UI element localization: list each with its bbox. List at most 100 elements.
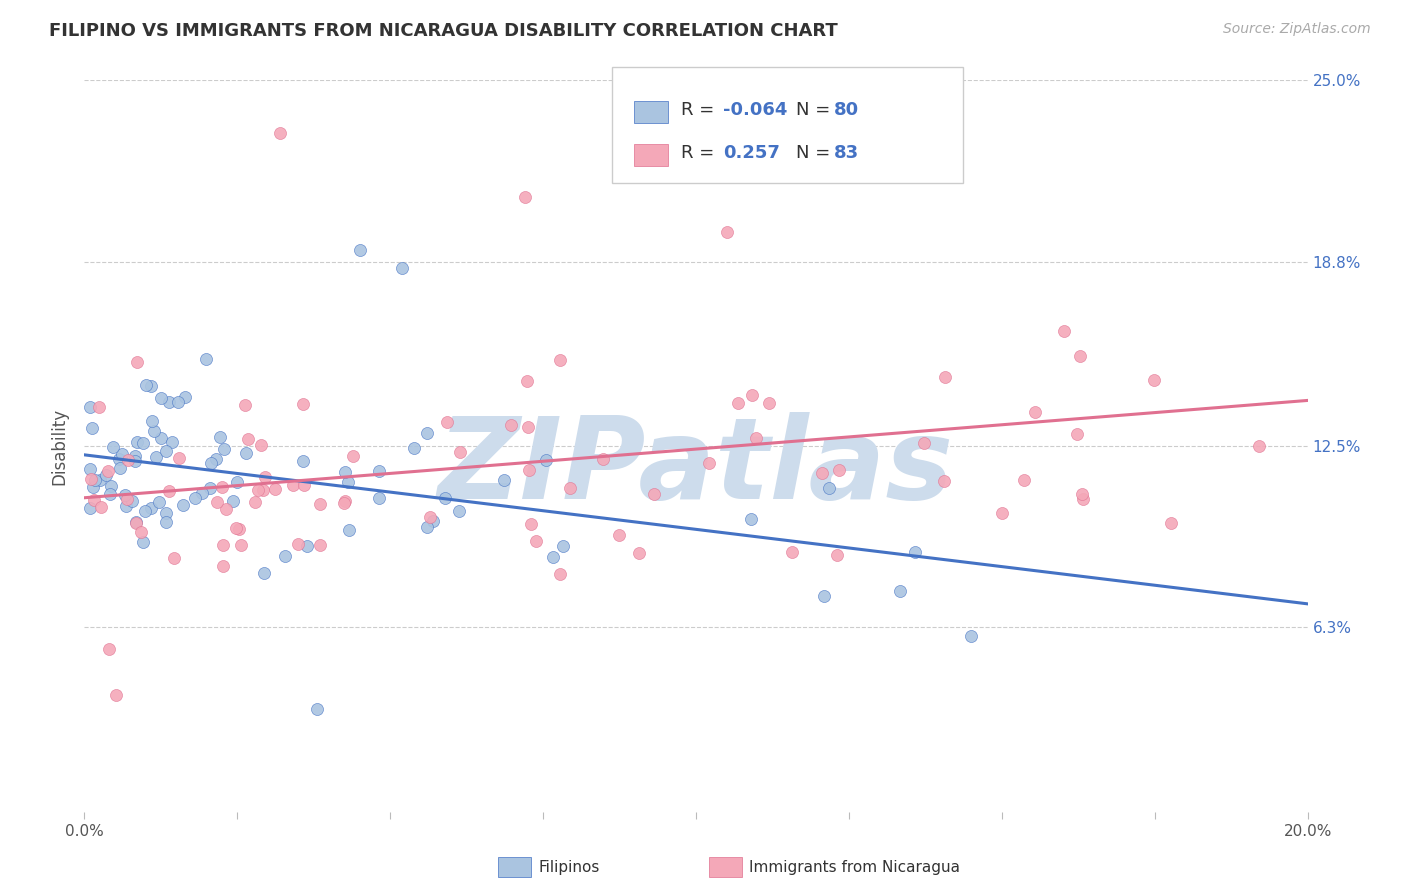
Text: -0.064: -0.064: [723, 102, 787, 120]
Point: [125, 516, 148, 530]
Point: [129, 525, 152, 540]
Point: [513, 190, 536, 204]
Point: [117, 452, 139, 467]
Point: [1053, 324, 1076, 338]
Point: [155, 444, 177, 458]
Point: [212, 442, 235, 456]
Point: [142, 424, 165, 438]
Point: [550, 567, 572, 582]
Text: 0.257: 0.257: [723, 145, 779, 162]
Point: [148, 495, 170, 509]
Point: [1071, 491, 1094, 506]
Point: [516, 374, 538, 388]
Point: [745, 431, 768, 445]
Point: [1143, 373, 1166, 387]
Point: [134, 504, 156, 518]
Point: [291, 454, 314, 468]
Text: R =: R =: [681, 145, 720, 162]
Point: [416, 520, 439, 534]
Point: [160, 434, 183, 449]
Point: [124, 449, 146, 463]
Point: [167, 395, 190, 409]
Point: [716, 226, 738, 240]
Point: [912, 436, 935, 450]
Point: [101, 440, 124, 454]
Point: [132, 534, 155, 549]
Point: [368, 491, 391, 505]
Point: [305, 702, 328, 716]
Point: [225, 521, 247, 535]
Point: [167, 450, 190, 465]
Point: [828, 463, 851, 477]
Point: [917, 73, 939, 87]
Point: [231, 538, 253, 552]
Text: N =: N =: [796, 102, 835, 120]
Text: ZIPatlas: ZIPatlas: [437, 412, 955, 524]
Point: [287, 537, 309, 551]
Point: [1066, 427, 1088, 442]
Point: [643, 487, 665, 501]
Point: [592, 451, 614, 466]
Point: [283, 478, 305, 492]
Point: [115, 500, 138, 514]
Text: R =: R =: [681, 102, 720, 120]
Point: [253, 470, 276, 484]
Point: [308, 538, 330, 552]
Point: [628, 546, 651, 560]
Point: [155, 506, 177, 520]
Point: [543, 549, 565, 564]
Point: [90, 500, 112, 514]
Point: [121, 493, 143, 508]
Y-axis label: Disability: Disability: [51, 408, 69, 484]
Point: [111, 447, 134, 461]
Point: [243, 495, 266, 509]
Point: [741, 388, 763, 402]
Point: [449, 445, 471, 459]
Point: [1070, 486, 1092, 500]
Point: [697, 456, 720, 470]
Point: [269, 126, 291, 140]
Point: [198, 482, 221, 496]
Point: [82, 480, 104, 494]
Point: [1247, 439, 1270, 453]
Point: [422, 514, 444, 528]
Point: [145, 450, 167, 465]
Point: [904, 545, 927, 559]
Text: 80: 80: [834, 102, 859, 120]
Point: [813, 589, 835, 603]
Point: [100, 479, 122, 493]
Point: [139, 379, 162, 393]
Text: Source: ZipAtlas.com: Source: ZipAtlas.com: [1223, 22, 1371, 37]
Point: [226, 475, 249, 489]
Point: [157, 484, 180, 499]
Point: [889, 584, 911, 599]
Point: [79, 500, 101, 515]
Point: [211, 480, 233, 494]
Point: [233, 398, 256, 412]
Point: [135, 377, 157, 392]
Point: [184, 491, 207, 506]
Point: [520, 516, 543, 531]
Point: [1069, 349, 1091, 363]
Point: [83, 493, 105, 508]
Point: [172, 498, 194, 512]
Point: [115, 491, 138, 506]
Text: Filipinos: Filipinos: [538, 860, 600, 874]
Point: [84, 473, 107, 487]
Point: [536, 453, 558, 467]
Point: [991, 506, 1014, 520]
Point: [98, 487, 121, 501]
Point: [553, 539, 575, 553]
Text: FILIPINO VS IMMIGRANTS FROM NICARAGUA DISABILITY CORRELATION CHART: FILIPINO VS IMMIGRANTS FROM NICARAGUA DI…: [49, 22, 838, 40]
Point: [419, 510, 441, 524]
Point: [127, 435, 149, 450]
Point: [292, 397, 315, 411]
Point: [228, 522, 250, 536]
Point: [96, 467, 118, 482]
Point: [114, 488, 136, 502]
Point: [526, 534, 548, 549]
Point: [141, 414, 163, 428]
Point: [124, 515, 146, 529]
Point: [200, 456, 222, 470]
Point: [433, 491, 456, 506]
